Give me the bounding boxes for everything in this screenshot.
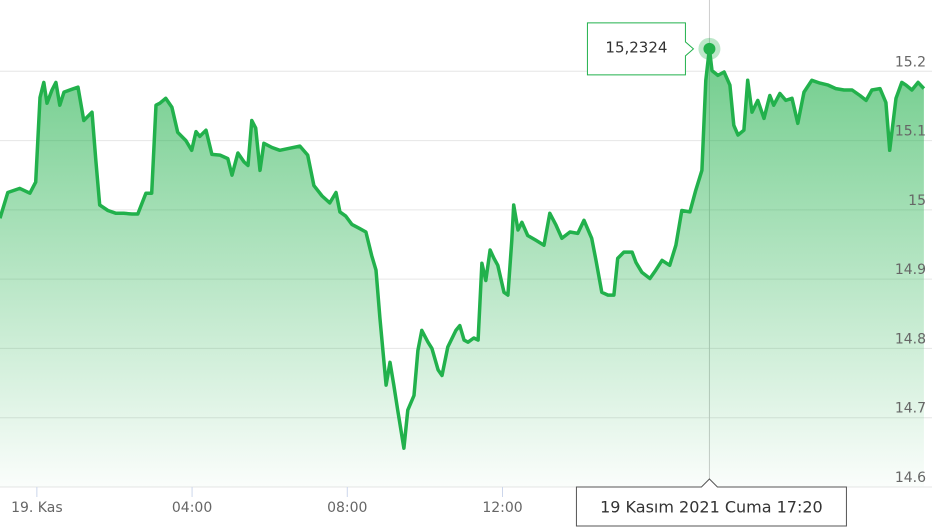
y-tick-label: 14.7 [895, 401, 926, 417]
tooltip-box [586, 22, 695, 76]
y-tick-label: 14.8 [895, 331, 926, 347]
y-tick-label: 15.2 [895, 54, 926, 70]
y-tick-label: 15 [908, 193, 926, 209]
crosshair-label: 19 Kasım 2021 Cuma 17:20 [600, 498, 823, 517]
area [0, 48, 924, 488]
x-tick-label: 08:00 [327, 500, 367, 516]
y-tick-label: 14.9 [895, 262, 926, 278]
line [0, 47, 926, 450]
y-tick-label: 15.1 [895, 124, 926, 140]
crosshair-label-box [575, 478, 847, 527]
hover-point [703, 42, 716, 55]
x-tick-label: 12:00 [482, 500, 522, 516]
x-tick-label: 19. Kas [11, 500, 63, 516]
y-tick-label: 14.6 [895, 470, 926, 486]
x-tick-label: 04:00 [172, 500, 212, 516]
tooltip-value: 15,2324 [605, 38, 667, 56]
